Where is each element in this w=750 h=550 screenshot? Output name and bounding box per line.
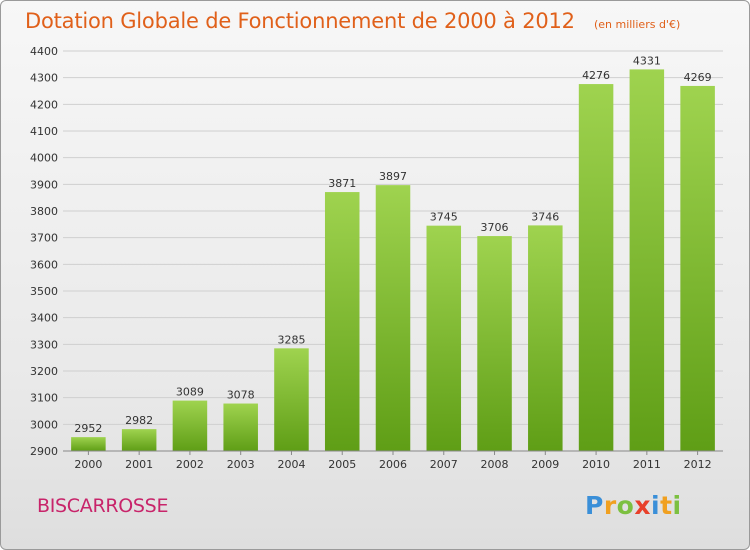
bar-value-label: 4331 <box>633 54 661 67</box>
x-tick-label: 2001 <box>125 458 153 471</box>
bar-value-label: 2952 <box>74 422 102 435</box>
logo-letter: o <box>616 491 635 520</box>
bar-value-label: 3089 <box>176 386 204 399</box>
bar-value-label: 4269 <box>684 71 712 84</box>
y-tick-label: 4300 <box>30 72 58 85</box>
chart-subtitle: (en milliers d'€) <box>593 18 681 31</box>
y-tick-label: 3400 <box>30 312 58 325</box>
bar-value-label: 3745 <box>430 211 458 224</box>
x-axis-ticks: 2000 2001 2002 2003 2004 2005 2006 2007 2008 2009… <box>74 451 712 471</box>
x-tick-label: 2005 <box>328 458 356 471</box>
bar-2011 <box>629 69 665 452</box>
logo-letter: r <box>603 491 617 520</box>
x-tick-label: 2010 <box>582 458 610 471</box>
x-tick-label: 2009 <box>531 458 559 471</box>
bar-value-label: 3078 <box>227 389 255 402</box>
logo-letter: x <box>634 491 651 520</box>
bar-2007 <box>426 225 462 451</box>
y-tick-label: 3900 <box>30 178 58 191</box>
x-tick-label: 2011 <box>633 458 661 471</box>
bar-2008 <box>477 236 512 451</box>
y-tick-label: 3600 <box>30 258 58 271</box>
y-tick-label: 3300 <box>30 338 58 351</box>
y-tick-label: 3000 <box>30 418 58 431</box>
town-name: BISCARROSSE <box>37 495 169 517</box>
bar-value-label: 3897 <box>379 170 407 183</box>
bar-2009 <box>528 225 563 451</box>
proxiti-logo: Proxiti <box>585 491 682 520</box>
bar-2000 <box>71 437 106 451</box>
bar-2012 <box>680 85 715 451</box>
bar-2002 <box>172 400 208 451</box>
logo-letter: i <box>672 491 682 520</box>
bar-2003 <box>223 403 258 451</box>
title-row: Dotation Globale de Fonctionnement de 20… <box>25 9 680 33</box>
bar-value-label: 3706 <box>481 221 509 234</box>
x-tick-label: 2003 <box>227 458 255 471</box>
y-tick-label: 3100 <box>30 392 58 405</box>
bar-value-label: 3746 <box>531 210 559 223</box>
bar-2010 <box>578 84 614 452</box>
x-tick-label: 2007 <box>430 458 458 471</box>
x-tick-label: 2004 <box>277 458 305 471</box>
y-tick-label: 3500 <box>30 285 58 298</box>
y-tick-label: 3200 <box>30 365 58 378</box>
bar-2006 <box>375 185 411 451</box>
bar-2005 <box>324 192 360 452</box>
logo-letter: t <box>660 491 673 520</box>
logo-letter: i <box>651 491 661 520</box>
x-tick-label: 2000 <box>74 458 102 471</box>
bar-2004 <box>274 348 309 451</box>
bar-value-label: 2982 <box>125 414 153 427</box>
y-tick-label: 3800 <box>30 205 58 218</box>
chart-title: Dotation Globale de Fonctionnement de 20… <box>25 9 575 33</box>
bar-value-label: 4276 <box>582 69 610 82</box>
y-axis-ticks: 2900 3000 3100 3200 3300 3400 3500 3600 3700 3800… <box>30 45 58 458</box>
x-tick-label: 2008 <box>481 458 509 471</box>
bar-2001 <box>121 429 157 451</box>
bar-value-label: 3871 <box>328 177 356 190</box>
x-tick-label: 2012 <box>684 458 712 471</box>
y-tick-label: 2900 <box>30 445 58 458</box>
x-tick-label: 2002 <box>176 458 204 471</box>
bars: 2952 2982 3089 3078 3285 3871 3897 3745 3706 3746… <box>71 54 715 452</box>
logo-letter: P <box>585 491 604 520</box>
bar-value-label: 3285 <box>277 333 305 346</box>
y-tick-label: 4400 <box>30 45 58 58</box>
x-tick-label: 2006 <box>379 458 407 471</box>
y-tick-label: 3700 <box>30 232 58 245</box>
y-tick-label: 4000 <box>30 152 58 165</box>
y-tick-label: 4200 <box>30 98 58 111</box>
y-tick-label: 4100 <box>30 125 58 138</box>
